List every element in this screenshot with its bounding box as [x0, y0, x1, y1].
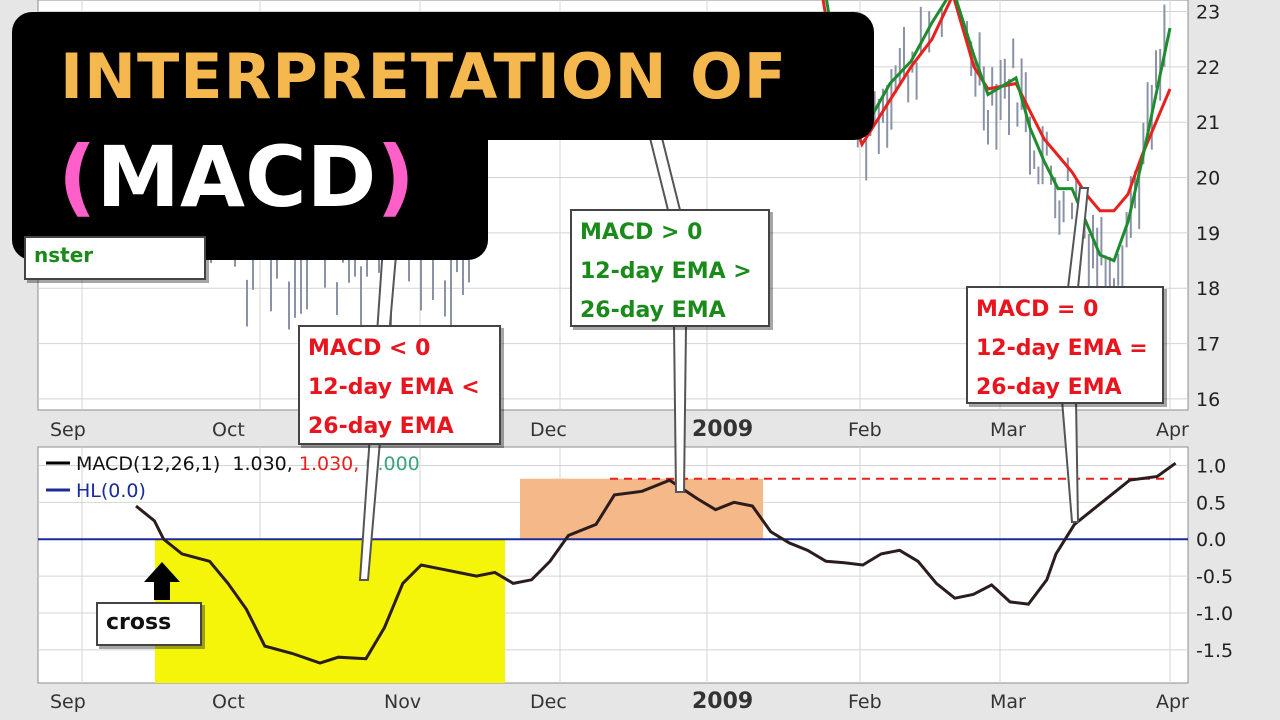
price-y-tick-label: 16: [1196, 389, 1220, 411]
price-x-tick-label: Sep: [50, 419, 86, 441]
legend-macd-name: MACD(12,26,1): [76, 453, 220, 475]
price-y-tick-label: 18: [1196, 278, 1220, 300]
macd-x-tick-label: Sep: [50, 691, 86, 713]
title-card-bottom: [12, 100, 488, 260]
price-y-tick-label: 17: [1196, 334, 1220, 356]
price-x-tick-label: Oct: [212, 419, 245, 441]
price-x-tick-label: Dec: [530, 419, 567, 441]
macd-x-tick-label: Feb: [848, 691, 882, 713]
macd-x-tick-label: Nov: [384, 691, 421, 713]
annotation-positive-line-2: 12-day EMA >: [580, 259, 752, 284]
legend-macd-value: 1.030: [232, 453, 286, 475]
annotation-negative-line-3: 26-day EMA: [308, 414, 454, 439]
price-y-tick-label: 22: [1196, 57, 1220, 79]
macd-x-axis: Sep Oct Nov Dec 2009 Feb Mar Apr: [50, 689, 1189, 714]
macd-y-tick-label: -1.0: [1196, 603, 1233, 625]
price-y-tick-label: 21: [1196, 112, 1220, 134]
macd-y-tick-label: 0.5: [1196, 492, 1226, 514]
price-y-axis: 16 17 18 19 20 21 22 23: [1196, 2, 1220, 411]
macd-x-tick-label: Mar: [990, 691, 1026, 713]
price-x-tick-label: Apr: [1156, 419, 1189, 441]
partial-label-box: nster: [24, 236, 206, 280]
legend-sep1: ,: [287, 453, 299, 475]
title-paren-close: ): [376, 128, 415, 226]
annotation-cross: cross: [96, 602, 202, 646]
legend-signal-value: 1.030: [299, 453, 353, 475]
price-x-tick-label: Feb: [848, 419, 882, 441]
ema-26-line: [821, 0, 1172, 213]
macd-x-tick-label: Dec: [530, 691, 567, 713]
legend-hl-label: HL(0.0): [76, 480, 146, 502]
macd-y-tick-label: -0.5: [1196, 566, 1233, 588]
macd-y-tick-label: 0.0: [1196, 529, 1226, 551]
annotation-positive: MACD > 0 12-day EMA > 26-day EMA: [570, 209, 770, 327]
legend-sep2: ,: [353, 453, 365, 475]
price-x-tick-label: Mar: [990, 419, 1026, 441]
annotation-negative: MACD < 0 12-day EMA < 26-day EMA: [298, 325, 501, 445]
macd-line: [135, 461, 1177, 665]
price-x-tick-label: 2009: [692, 417, 753, 442]
annotation-negative-line-2: 12-day EMA <: [308, 375, 480, 400]
annotation-zero: MACD = 0 12-day EMA = 26-day EMA: [966, 286, 1164, 404]
partial-label-text: nster: [34, 243, 94, 267]
macd-x-tick-label: Oct: [212, 691, 245, 713]
annotation-zero-line-2: 12-day EMA =: [976, 336, 1148, 361]
annotation-zero-line-1: MACD = 0: [976, 297, 1099, 322]
pointer-positive: [672, 325, 688, 493]
macd-y-tick-label: -1.5: [1196, 640, 1233, 662]
title-acronym: MACD: [96, 128, 377, 226]
macd-y-tick-label: 1.0: [1196, 455, 1226, 477]
ema-12-line: [825, 0, 1172, 263]
annotation-positive-line-1: MACD > 0: [580, 220, 703, 245]
positive-zone-highlight: [520, 478, 763, 540]
up-arrow-icon: [144, 562, 180, 600]
macd-x-tick-label: 2009: [692, 689, 753, 714]
annotation-cross-text: cross: [106, 610, 172, 635]
annotation-negative-line-1: MACD < 0: [308, 336, 431, 361]
title-paren-open: (: [58, 128, 97, 226]
price-y-tick-label: 23: [1196, 2, 1220, 24]
price-y-tick-label: 19: [1196, 223, 1220, 245]
price-y-tick-label: 20: [1196, 168, 1220, 190]
annotation-zero-line-3: 26-day EMA: [976, 375, 1122, 400]
annotation-positive-line-3: 26-day EMA: [580, 298, 726, 323]
macd-x-tick-label: Apr: [1156, 691, 1189, 713]
macd-y-axis: 1.0 0.5 0.0 -0.5 -1.0 -1.5: [1196, 455, 1233, 661]
title-line-1: INTERPRETATION OF: [60, 40, 788, 113]
title-line-2: (MACD): [58, 128, 415, 226]
